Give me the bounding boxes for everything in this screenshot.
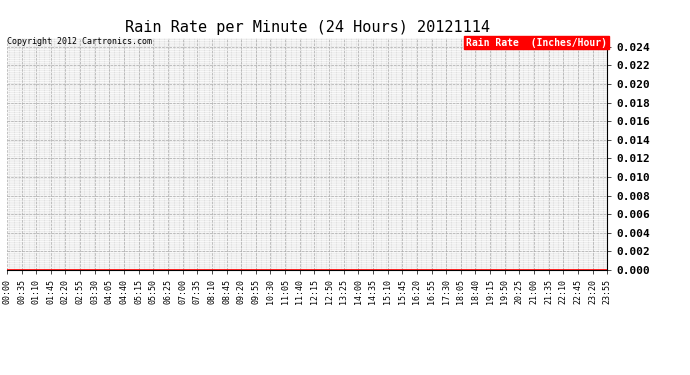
Text: Rain Rate  (Inches/Hour): Rain Rate (Inches/Hour) — [466, 38, 607, 48]
Title: Rain Rate per Minute (24 Hours) 20121114: Rain Rate per Minute (24 Hours) 20121114 — [125, 20, 489, 35]
Text: Copyright 2012 Cartronics.com: Copyright 2012 Cartronics.com — [7, 38, 152, 46]
